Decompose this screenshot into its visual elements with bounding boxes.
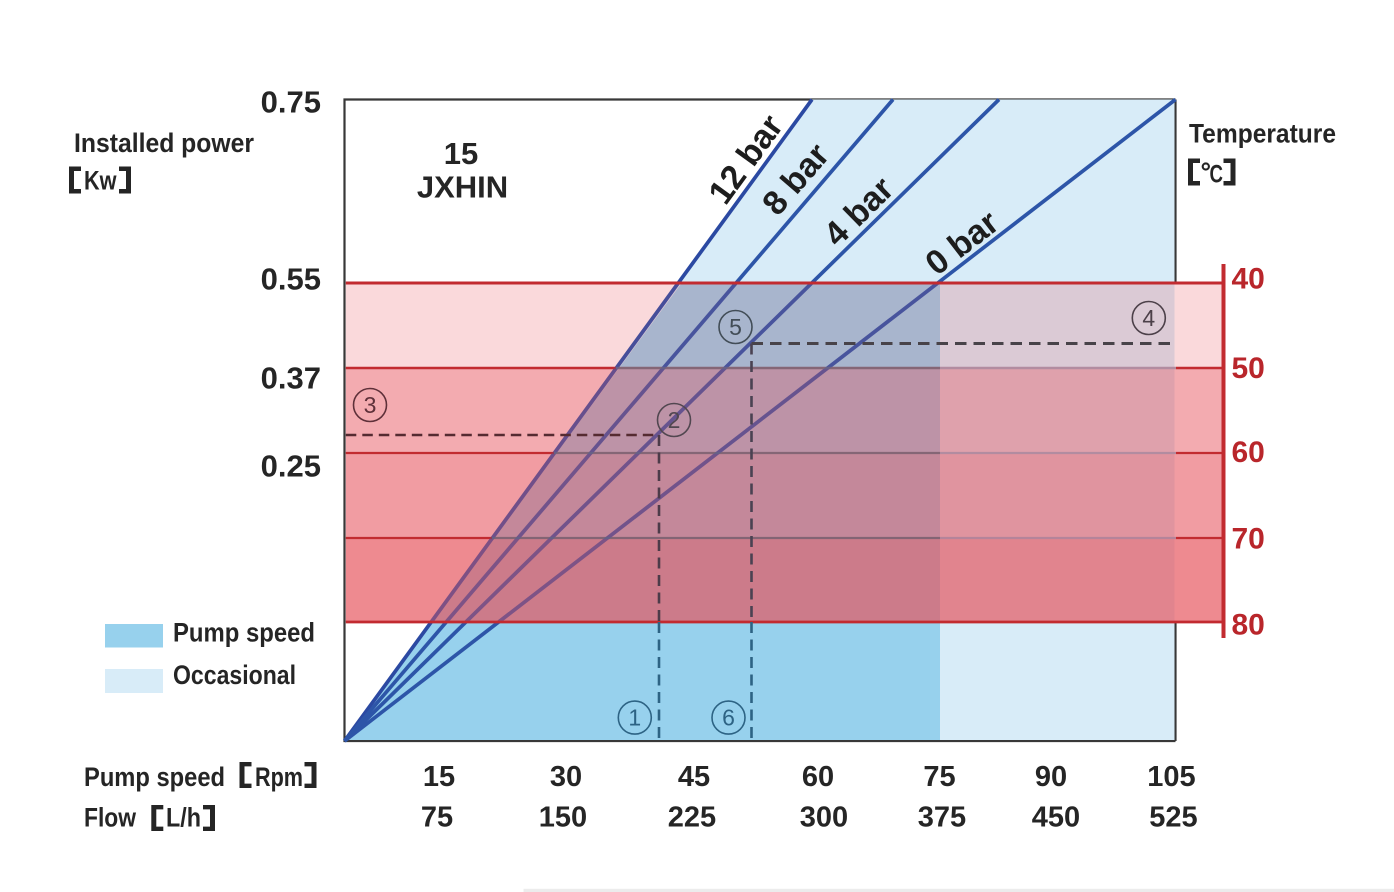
svg-text:300: 300 <box>800 802 848 834</box>
svg-text:Rpm: Rpm <box>255 762 303 792</box>
svg-text:375: 375 <box>918 802 966 834</box>
svg-text:Kw: Kw <box>84 166 117 196</box>
svg-text:15: 15 <box>444 136 478 171</box>
svg-text:75: 75 <box>421 802 453 834</box>
svg-text:JXHIN: JXHIN <box>417 170 508 205</box>
svg-text:40: 40 <box>1232 263 1265 296</box>
svg-text:Installed power: Installed power <box>74 128 254 158</box>
svg-text:4: 4 <box>1142 305 1155 331</box>
svg-text:0.37: 0.37 <box>261 361 321 396</box>
svg-text:45: 45 <box>678 761 710 793</box>
svg-text:0.55: 0.55 <box>261 262 321 297</box>
svg-text:225: 225 <box>668 802 716 834</box>
svg-text:50: 50 <box>1232 352 1265 385</box>
svg-text:Pump speed: Pump speed <box>84 762 225 792</box>
svg-text:60: 60 <box>1232 436 1265 469</box>
svg-text:Occasional: Occasional <box>173 660 296 690</box>
svg-text:Temperature: Temperature <box>1189 119 1336 149</box>
svg-text:0.25: 0.25 <box>261 449 321 484</box>
svg-text:Flow: Flow <box>84 803 137 833</box>
svg-text:525: 525 <box>1149 802 1197 834</box>
svg-text:6: 6 <box>722 705 735 731</box>
svg-text:150: 150 <box>539 802 587 834</box>
svg-text:3: 3 <box>364 392 377 418</box>
svg-text:90: 90 <box>1035 761 1067 793</box>
svg-text:70: 70 <box>1232 523 1265 556</box>
svg-text:2: 2 <box>668 407 681 433</box>
svg-text:L/h: L/h <box>166 803 201 833</box>
svg-text:5: 5 <box>729 314 742 340</box>
svg-text:450: 450 <box>1032 802 1080 834</box>
svg-text:60: 60 <box>802 761 834 793</box>
svg-text:15: 15 <box>423 761 455 793</box>
svg-text:80: 80 <box>1232 609 1265 642</box>
svg-text:0.75: 0.75 <box>261 85 321 120</box>
svg-text:1: 1 <box>628 705 641 731</box>
svg-text:75: 75 <box>923 761 955 793</box>
svg-text:30: 30 <box>550 761 582 793</box>
svg-text:C: C <box>1210 161 1224 189</box>
svg-text:Pump speed: Pump speed <box>173 618 315 648</box>
svg-text:105: 105 <box>1147 761 1195 793</box>
